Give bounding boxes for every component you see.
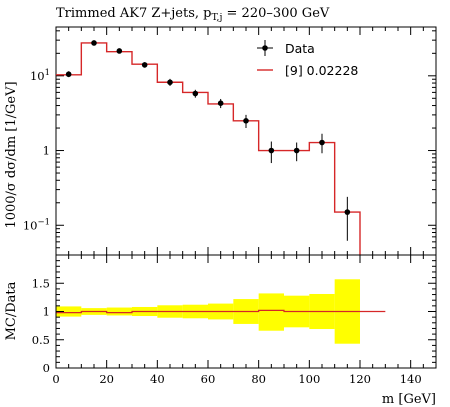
ratio-band-bin xyxy=(106,307,132,316)
main-plot-frame xyxy=(55,26,437,256)
main-y-tick-label: 1 xyxy=(43,144,50,158)
x-tick-label: 60 xyxy=(201,372,216,386)
data-point xyxy=(319,139,325,146)
legend-data-marker xyxy=(262,45,268,51)
data-points xyxy=(65,40,351,241)
ratio-plot-panel: 0 20 40 60 80 100 120 140 0 0.5 1 1.5 xyxy=(32,254,437,386)
ratio-y-tick-label: 1.5 xyxy=(32,276,50,290)
data-point xyxy=(91,40,97,46)
ratio-line xyxy=(56,309,386,314)
chart-title: Trimmed AK7 Z+jets, pT,j = 220–300 GeV xyxy=(56,6,330,23)
x-tick-label: 140 xyxy=(400,372,422,386)
main-y-tick-label: 10−1 xyxy=(23,217,50,232)
main-y-tick-label: 101 xyxy=(30,68,50,83)
main-plot-panel: 10−1 1 101 xyxy=(23,26,437,256)
x-tick-label: 100 xyxy=(298,372,320,386)
data-point xyxy=(116,48,123,54)
legend-mc-label: [9] 0.02228 xyxy=(285,63,358,78)
data-point xyxy=(192,90,199,97)
x-tick-label: 80 xyxy=(251,372,266,386)
data-point xyxy=(268,147,275,154)
data-point xyxy=(243,118,249,124)
x-tick-label: 0 xyxy=(52,372,59,386)
x-tick-label: 20 xyxy=(99,372,114,386)
ratio-band-bin xyxy=(258,293,284,331)
title-tail: = 220–300 GeV xyxy=(222,6,329,21)
data-point xyxy=(344,209,351,215)
x-axis-label: m [GeV] xyxy=(382,392,436,407)
data-point xyxy=(217,100,224,107)
main-y-axis-label: 1000/σ dσ/dm [1/GeV] xyxy=(4,81,19,228)
legend: Data [9] 0.02228 xyxy=(257,40,358,78)
main-axis-ticks: 10−1 1 101 xyxy=(23,27,437,256)
x-tick-label: 120 xyxy=(349,372,371,386)
ratio-y-tick-label: 0 xyxy=(43,361,50,375)
ratio-mc-line xyxy=(56,309,386,314)
ratio-axis-ticks: 0 20 40 60 80 100 120 140 0 0.5 1 1.5 xyxy=(32,254,437,386)
data-point xyxy=(65,71,72,78)
mc-histogram xyxy=(56,42,361,255)
data-point xyxy=(293,147,300,154)
legend-data-label: Data xyxy=(285,41,315,56)
mc-histogram-line xyxy=(56,42,361,255)
ratio-y-tick-label: 1 xyxy=(43,305,50,319)
data-point xyxy=(141,62,148,68)
ratio-y-axis-label: MC/Data xyxy=(4,281,19,340)
data-point xyxy=(167,79,173,86)
ratio-y-tick-label: 0.5 xyxy=(32,333,50,347)
ratio-band-bin xyxy=(56,306,82,317)
title-subscript: T,j xyxy=(211,12,222,23)
x-tick-label: 40 xyxy=(150,372,165,386)
